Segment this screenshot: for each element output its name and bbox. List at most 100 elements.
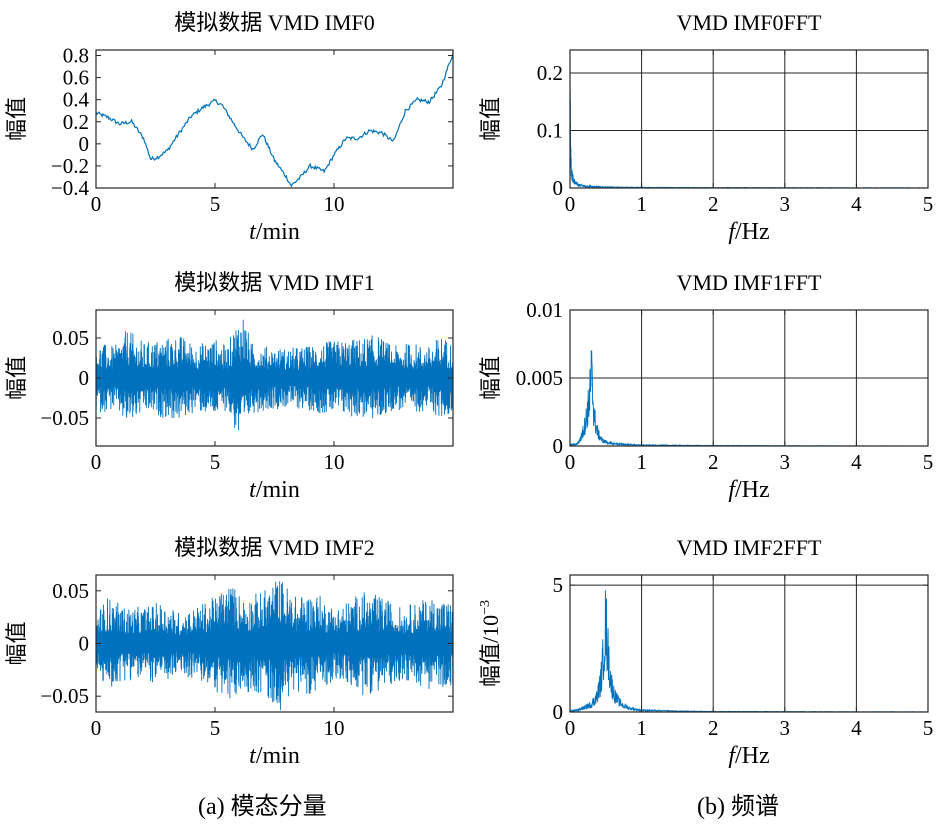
y-axis-label-text: 幅值	[4, 97, 29, 141]
chart-title: VMD IMF0FFT	[677, 10, 822, 35]
x-tick-label-5: 5	[923, 450, 934, 474]
chart-panel-5: 0 1 2 3 4 5 0 5 VMD IMF2FFT f/Hz 幅值/10−3	[478, 535, 933, 769]
chart-panel-1: 0 1 2 3 4 5 0 0.1 0.2 VMD IMF0FFT f/Hz 幅值	[478, 10, 933, 245]
axes-box	[95, 49, 454, 189]
x-axis-label-unit: /min	[256, 743, 300, 769]
x-axis-label-unit: /Hz	[735, 743, 770, 769]
series-line-4	[96, 581, 453, 711]
axes-box	[569, 49, 929, 189]
y-tick-label-5: 0.6	[63, 66, 89, 90]
plot-area	[96, 50, 453, 188]
series-line-0	[96, 52, 453, 188]
y-tick-label-0: −0.4	[51, 176, 90, 200]
y-axis-label: 幅值/10−3	[478, 600, 503, 687]
x-tick-label-0: 0	[565, 450, 576, 474]
chart-title: 模拟数据 VMD IMF2	[174, 535, 374, 560]
y-tick-label-1: 0	[79, 632, 90, 656]
x-tick-label-1: 5	[210, 450, 221, 474]
x-axis-label: t/min	[249, 219, 300, 245]
y-axis-label: 幅值	[4, 97, 29, 141]
x-tick-label-3: 3	[780, 192, 791, 216]
x-tick-label-2: 10	[324, 192, 345, 216]
plot-area	[570, 50, 928, 188]
y-tick-label-2: 0.2	[537, 61, 563, 85]
x-axis-label-variable: t	[249, 743, 257, 769]
x-tick-label-4: 4	[851, 716, 862, 740]
x-axis-label-unit: /min	[256, 219, 300, 245]
y-axis-label-text: 幅值	[4, 356, 29, 400]
x-tick-label-1: 1	[636, 192, 647, 216]
y-axis-label-exponent: −3	[478, 600, 493, 615]
caption-spectrum: (b) 频谱	[697, 794, 779, 820]
y-tick-label-1: 0.005	[516, 366, 563, 390]
y-axis-label-text: 幅值/10	[478, 615, 503, 687]
x-tick-label-0: 0	[91, 192, 102, 216]
chart-title: VMD IMF2FFT	[677, 535, 822, 560]
y-tick-label-1: 5	[553, 573, 564, 597]
x-axis-label-variable: t	[249, 219, 257, 245]
y-tick-label-2: 0	[79, 132, 90, 156]
x-tick-label-0: 0	[91, 450, 102, 474]
x-axis-label-variable: t	[249, 477, 257, 503]
chart-title: 模拟数据 VMD IMF1	[174, 270, 374, 295]
x-axis-label: t/min	[249, 477, 300, 503]
y-axis-label-text: 幅值	[478, 356, 503, 400]
y-tick-label-0: −0.05	[40, 684, 89, 708]
y-tick-label-2: 0.01	[526, 298, 563, 322]
x-tick-label-2: 10	[324, 450, 345, 474]
x-axis-label-variable: f	[728, 219, 738, 245]
chart-panel-3: 0 1 2 3 4 5 0 0.005 0.01 VMD IMF1FFT f/Hz 幅值	[478, 270, 933, 503]
x-tick-label-3: 3	[780, 716, 791, 740]
y-tick-label-4: 0.4	[63, 88, 90, 112]
x-tick-label-0: 0	[91, 716, 102, 740]
x-axis-label: f/Hz	[728, 477, 769, 503]
y-tick-label-1: 0.1	[537, 119, 563, 143]
y-tick-label-0: 0	[553, 700, 564, 724]
chart-title: 模拟数据 VMD IMF0	[174, 10, 374, 35]
caption-modes: (a) 模态分量	[198, 794, 327, 820]
y-tick-label-3: 0.2	[63, 110, 89, 134]
x-tick-label-1: 1	[636, 450, 647, 474]
y-tick-label-1: 0	[79, 366, 90, 390]
x-axis-label-variable: f	[728, 743, 738, 769]
x-axis-label: f/Hz	[728, 219, 769, 245]
x-tick-label-1: 5	[210, 716, 221, 740]
y-axis-label: 幅值	[4, 356, 29, 400]
y-tick-label-2: 0.05	[52, 326, 89, 350]
x-axis-label-unit: /Hz	[735, 477, 770, 503]
x-axis-label-unit: /Hz	[735, 219, 770, 245]
x-tick-label-0: 0	[565, 192, 576, 216]
y-axis-label-text: 幅值	[4, 621, 29, 665]
plot-area	[570, 575, 928, 712]
x-tick-label-5: 5	[923, 192, 934, 216]
chart-title: VMD IMF1FFT	[677, 270, 822, 295]
y-tick-label-0: 0	[553, 176, 564, 200]
x-tick-label-4: 4	[851, 450, 862, 474]
y-axis-label: 幅值	[478, 356, 503, 400]
y-tick-label-2: 0.05	[52, 579, 89, 603]
series-line-2	[96, 319, 453, 431]
x-tick-label-2: 2	[708, 192, 719, 216]
x-tick-label-0: 0	[565, 716, 576, 740]
x-axis-label: f/Hz	[728, 743, 769, 769]
x-tick-label-2: 2	[708, 450, 719, 474]
y-tick-label-1: −0.2	[51, 154, 89, 178]
x-axis-label-variable: f	[728, 477, 738, 503]
y-axis-label: 幅值	[4, 621, 29, 665]
x-tick-label-1: 1	[636, 716, 647, 740]
x-tick-label-5: 5	[923, 716, 934, 740]
axes-box	[569, 574, 929, 713]
x-tick-label-1: 5	[210, 192, 221, 216]
x-axis-label: t/min	[249, 743, 300, 769]
x-tick-label-4: 4	[851, 192, 862, 216]
x-axis-label-unit: /min	[256, 477, 300, 503]
y-tick-label-0: −0.05	[40, 406, 89, 430]
x-tick-label-2: 2	[708, 716, 719, 740]
x-tick-label-3: 3	[780, 450, 791, 474]
y-axis-label-text: 幅值	[478, 97, 503, 141]
x-tick-label-2: 10	[324, 716, 345, 740]
